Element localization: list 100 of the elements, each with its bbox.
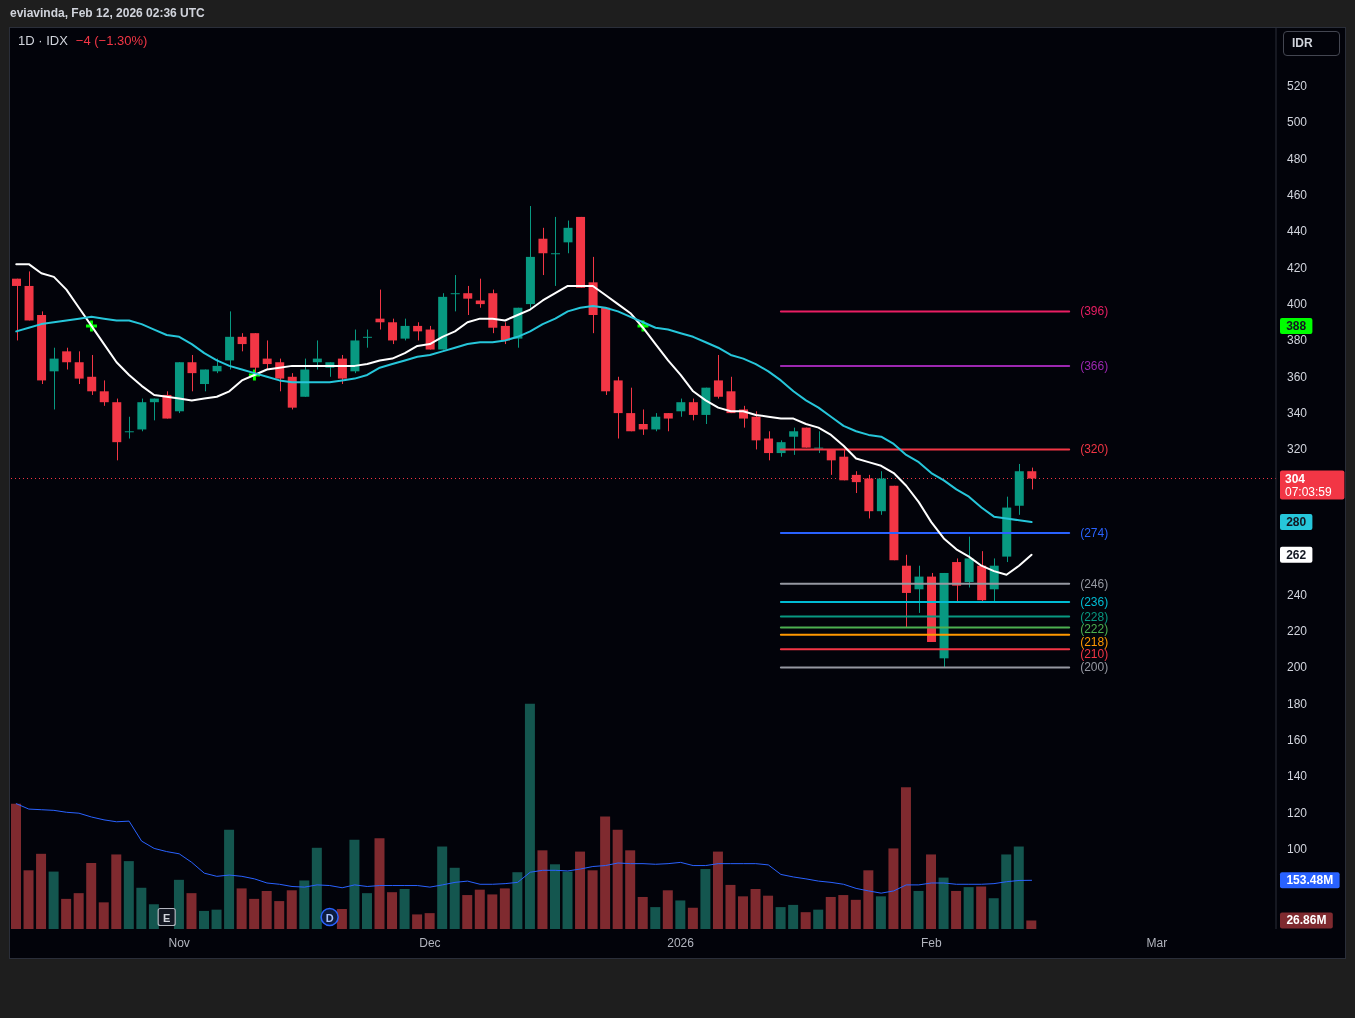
bar bbox=[249, 898, 260, 929]
candlestick bbox=[538, 227, 548, 276]
bar bbox=[825, 896, 836, 929]
y-tick-label: 400 bbox=[1286, 297, 1308, 312]
y-tick-label: 240 bbox=[1286, 587, 1308, 602]
bar bbox=[788, 904, 799, 929]
y-tick-label: 320 bbox=[1286, 442, 1308, 457]
candlestick bbox=[162, 390, 172, 420]
candlestick bbox=[651, 412, 661, 432]
bar bbox=[224, 829, 235, 929]
bar bbox=[449, 867, 460, 929]
candlestick bbox=[663, 412, 673, 432]
text: 07:03:59 bbox=[1285, 484, 1333, 499]
chart-subtitle: −4 (−1.30%) bbox=[75, 33, 148, 48]
y-tick-label: 520 bbox=[1286, 79, 1308, 94]
bar bbox=[387, 892, 398, 929]
bar bbox=[675, 900, 686, 929]
y-tick-label: 480 bbox=[1286, 151, 1308, 166]
bar bbox=[850, 899, 861, 929]
bar bbox=[1013, 846, 1024, 929]
y2-tick-label: 26.86M bbox=[1286, 913, 1327, 928]
bar bbox=[499, 888, 510, 929]
bar bbox=[650, 907, 661, 929]
candlestick bbox=[688, 398, 698, 421]
series-label: (396) bbox=[1080, 304, 1109, 319]
bar bbox=[236, 888, 247, 929]
candlestick bbox=[764, 430, 774, 461]
bar bbox=[261, 890, 272, 929]
line-series bbox=[15, 803, 1033, 894]
series-label: (228) bbox=[1080, 609, 1109, 624]
candlestick bbox=[789, 427, 799, 456]
candlestick bbox=[388, 318, 398, 345]
bar bbox=[361, 893, 372, 929]
chart-title: 1D · IDX bbox=[18, 33, 68, 48]
bar bbox=[173, 879, 184, 929]
line-series bbox=[15, 304, 1033, 524]
bar bbox=[98, 902, 109, 929]
y-tick-label: 380 bbox=[1286, 333, 1308, 348]
bar bbox=[23, 870, 34, 929]
candlestick bbox=[74, 350, 84, 385]
x-tick-label: 2026 bbox=[667, 936, 695, 950]
bar bbox=[838, 895, 849, 929]
candlestick bbox=[952, 557, 962, 603]
bar bbox=[424, 913, 435, 929]
candlestick bbox=[713, 354, 723, 400]
bar bbox=[11, 803, 21, 929]
bar bbox=[412, 914, 423, 929]
y-tick-label: 500 bbox=[1286, 115, 1308, 130]
x-tick-label: Dec bbox=[419, 936, 441, 950]
candlestick bbox=[563, 220, 573, 254]
bar bbox=[437, 846, 448, 929]
bar bbox=[575, 851, 586, 929]
candlestick bbox=[362, 329, 372, 349]
series-label: (236) bbox=[1080, 595, 1109, 610]
bar bbox=[813, 909, 824, 929]
bar bbox=[900, 787, 911, 929]
y2-tick-label: 153.48M bbox=[1286, 873, 1334, 888]
bar bbox=[587, 870, 598, 929]
y-axis-title: IDR bbox=[1283, 31, 1340, 56]
candlestick bbox=[638, 408, 648, 436]
candlestick bbox=[87, 354, 97, 396]
bar bbox=[875, 896, 886, 929]
bar bbox=[763, 895, 774, 929]
annotation: D bbox=[325, 911, 334, 924]
bar bbox=[311, 847, 322, 929]
candlestick bbox=[676, 398, 686, 418]
candlestick bbox=[626, 387, 636, 432]
bar bbox=[123, 861, 134, 929]
bar bbox=[374, 838, 385, 929]
candlestick bbox=[337, 354, 347, 385]
bar bbox=[712, 851, 723, 929]
candlestick bbox=[550, 216, 560, 287]
bar bbox=[199, 910, 210, 929]
annotation: E bbox=[163, 911, 171, 924]
y-tick-label: 420 bbox=[1286, 260, 1308, 275]
bar bbox=[73, 893, 84, 929]
candlestick bbox=[62, 347, 72, 371]
y-tick-label: 140 bbox=[1286, 769, 1308, 784]
y-tick-label: 340 bbox=[1286, 406, 1308, 421]
series-label: (366) bbox=[1080, 358, 1109, 373]
bar bbox=[562, 871, 573, 929]
y-tick-label: 280 bbox=[1286, 515, 1307, 530]
bar bbox=[750, 889, 761, 929]
candlestick bbox=[237, 332, 247, 352]
text: eviavinda, Feb 12, 2026 02:36 UTC bbox=[10, 6, 205, 20]
bar bbox=[274, 901, 285, 929]
bar bbox=[462, 895, 473, 929]
bar bbox=[48, 871, 59, 929]
bar bbox=[725, 884, 736, 929]
candlestick bbox=[1027, 467, 1037, 490]
bar bbox=[976, 886, 987, 929]
y-tick-label: 120 bbox=[1286, 805, 1308, 820]
bar bbox=[687, 907, 698, 929]
bar bbox=[512, 872, 523, 929]
y-tick-label: 180 bbox=[1286, 696, 1308, 711]
bar bbox=[738, 896, 749, 929]
bar bbox=[549, 864, 560, 929]
bar bbox=[963, 887, 974, 929]
candlestick bbox=[187, 354, 197, 392]
bar bbox=[349, 839, 360, 929]
